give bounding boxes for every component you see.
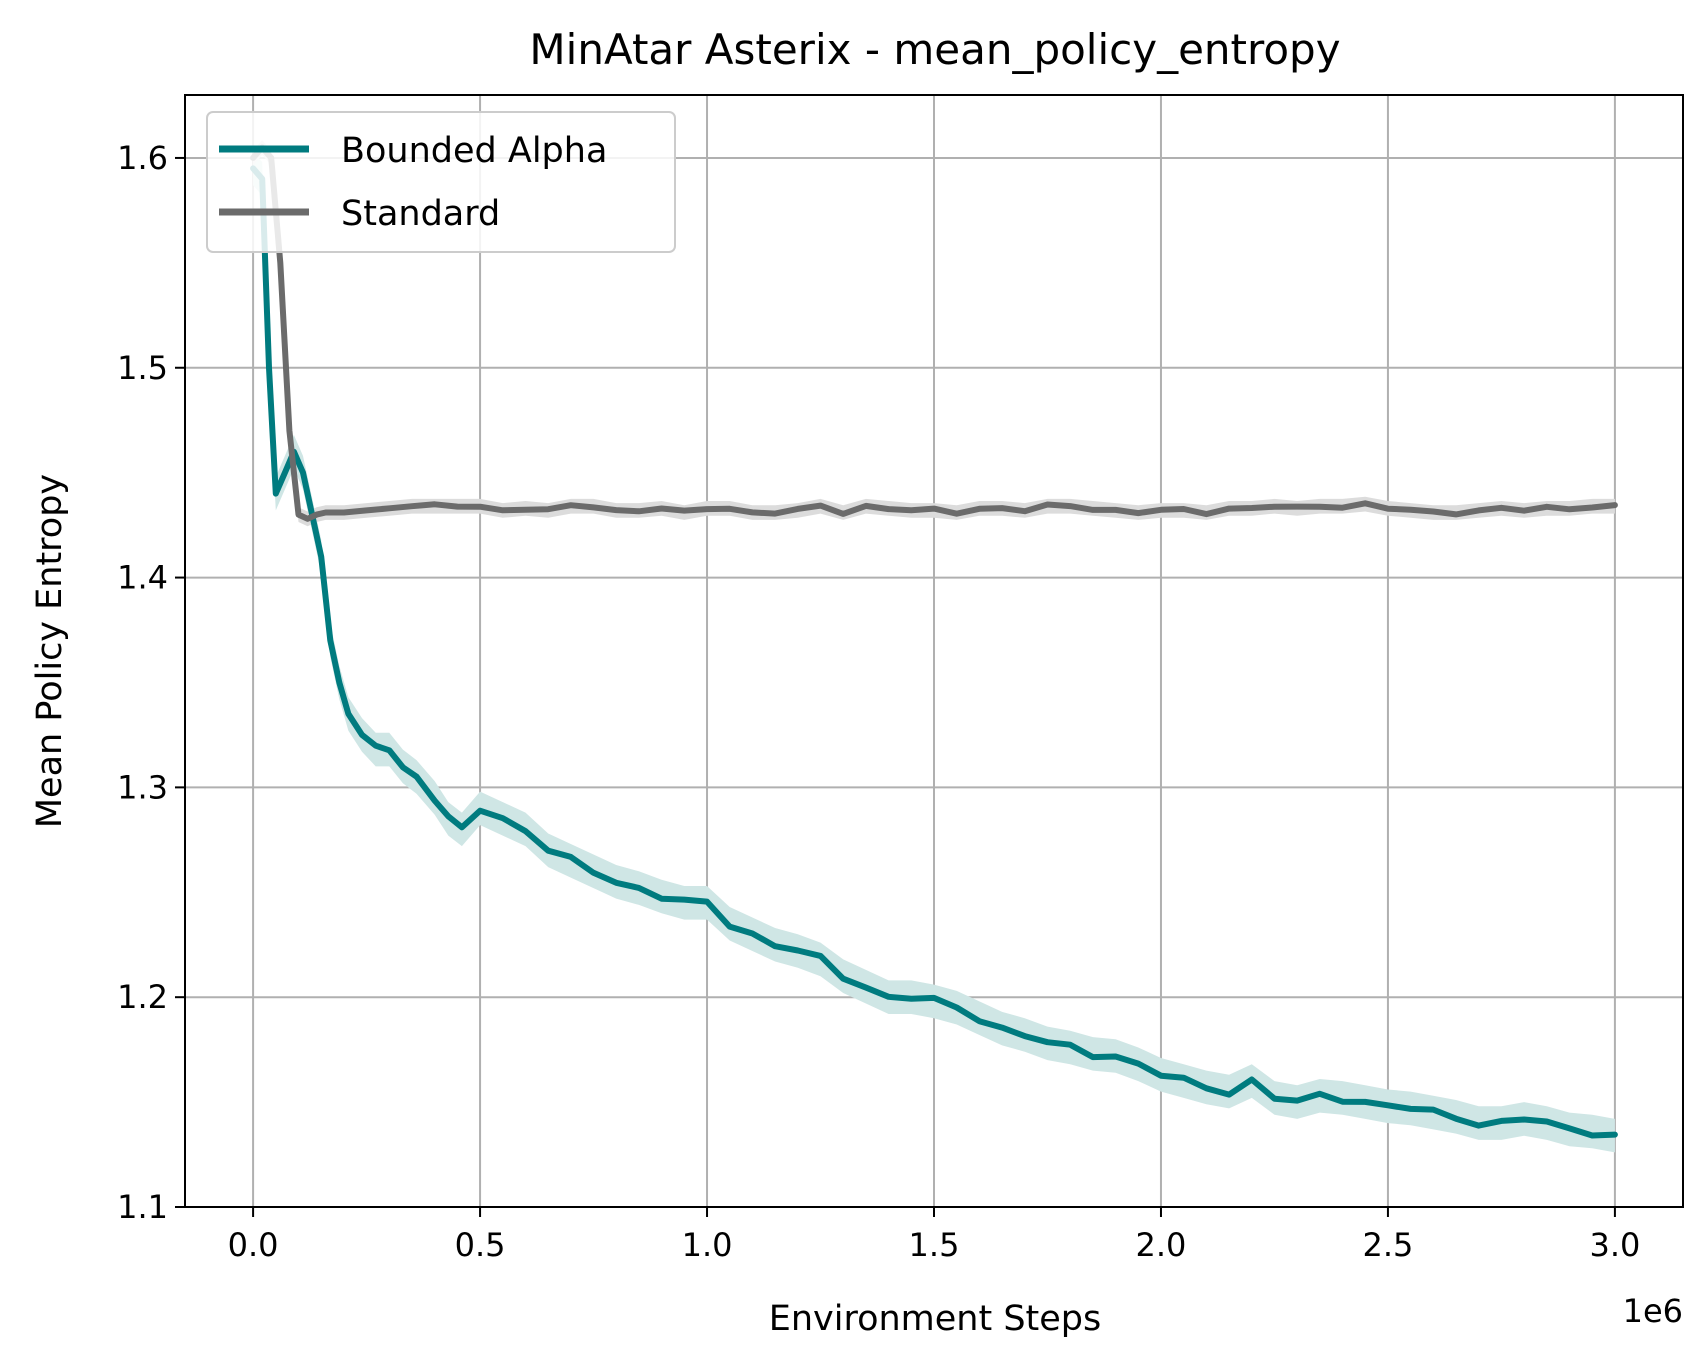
legend-label-bounded-alpha: Bounded Alpha	[341, 131, 607, 171]
y-axis-label: Mean Policy Entropy	[30, 474, 70, 828]
x-axis-label: Environment Steps	[769, 1299, 1102, 1339]
x-tick-label: 3.0	[1589, 1226, 1640, 1264]
y-tick-label: 1.6	[117, 139, 168, 177]
y-tick-label: 1.4	[117, 559, 168, 597]
chart-title: MinAtar Asterix - mean_policy_entropy	[529, 25, 1340, 74]
y-tick-label: 1.5	[117, 349, 168, 387]
x-tick-label: 0.0	[228, 1226, 279, 1264]
line-standard	[250, 144, 1618, 522]
y-tick-label: 1.1	[117, 1188, 168, 1226]
x-tick-label: 1.0	[682, 1226, 733, 1264]
line-bounded-alpha	[250, 165, 1618, 1139]
legend-label-standard: Standard	[341, 194, 500, 234]
series-lines	[250, 144, 1618, 1139]
x-axis-ticks: 0.0 0.5 1.0 1.5 2.0 2.5 3.0	[228, 1207, 1640, 1264]
grid	[185, 95, 1683, 1208]
x-tick-label: 2.5	[1362, 1226, 1413, 1264]
x-tick-label: 1.5	[909, 1226, 960, 1264]
x-axis-offset-label: 1e6	[1623, 1292, 1683, 1330]
y-tick-label: 1.2	[117, 978, 168, 1016]
legend-box	[206, 111, 676, 253]
x-tick-label: 0.5	[455, 1226, 506, 1264]
y-axis-ticks: 1.1 1.2 1.3 1.4 1.5 1.6	[117, 139, 185, 1226]
legend: Bounded Alpha Standard	[206, 111, 676, 253]
x-tick-label: 2.0	[1136, 1226, 1187, 1264]
y-tick-label: 1.3	[117, 768, 168, 806]
